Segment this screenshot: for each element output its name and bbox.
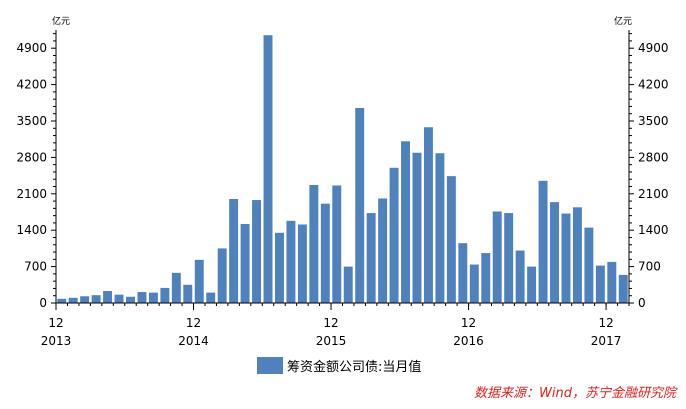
bar [401,141,410,303]
bar [607,261,617,303]
right-tick-label: 4900 [638,41,669,55]
x-tick-month: 12 [186,316,201,330]
bar [206,292,216,303]
x-tick-year: 2016 [453,334,484,348]
bar [618,274,628,303]
bar [320,203,330,303]
bar [343,266,353,303]
bar [286,220,296,303]
x-tick-month: 12 [598,316,613,330]
bar [68,297,78,303]
legend: 筹资金额公司债:当月值 [257,357,421,375]
bar [240,223,250,303]
left-tick-label: 3500 [16,114,47,128]
bar [389,167,399,303]
bar [469,264,479,303]
bar [194,259,204,303]
bar [160,287,170,303]
bar [252,200,262,303]
bar [561,213,571,303]
right-tick-label: 3500 [638,114,669,128]
left-tick-label: 4900 [16,41,47,55]
x-tick-month: 12 [48,316,63,330]
right-tick-label: 4200 [638,78,669,92]
bar [595,265,605,303]
left-tick-label: 700 [24,260,47,274]
bar [504,213,514,303]
bar [446,176,456,303]
bar [355,108,365,303]
bar [378,198,388,303]
bar [137,292,147,303]
bar [515,250,525,303]
legend-label: 筹资金额公司债:当月值 [287,359,421,375]
bar [57,298,67,303]
bar [183,284,193,303]
x-tick-year: 2015 [316,334,347,348]
right-tick-label: 700 [638,260,661,274]
x-tick-year: 2014 [178,334,209,348]
right-tick-label: 0 [638,296,646,310]
bar [584,227,594,303]
x-tick-year: 2013 [41,334,72,348]
x-tick-year: 2017 [591,334,622,348]
left-unit-label: 亿元 [52,15,70,27]
left-tick-label: 2800 [16,150,47,164]
left-tick-label: 1400 [16,223,47,237]
bar [332,185,342,303]
right-tick-label: 2800 [638,150,669,164]
bar [229,199,239,303]
bar [412,152,422,303]
right-tick-label: 2100 [638,187,669,201]
bar [309,184,319,303]
bar [263,35,273,303]
bar [148,292,158,303]
bar [91,295,101,303]
bar [492,211,502,303]
x-tick-month: 12 [323,316,338,330]
bar [297,224,307,303]
source-note: 数据来源：Wind，苏宁金融研究院 [474,386,676,401]
bar [366,213,376,303]
bar [126,296,135,303]
legend-swatch [257,357,283,374]
bar [481,253,491,303]
bar [103,291,113,303]
left-tick-label: 2100 [16,187,47,201]
bar [550,202,559,303]
plot-area: 0 0 700 700 1400 1400 2100 2100 2800 2800 3500 3500… [16,30,669,348]
bar [217,248,227,303]
bar [114,294,124,303]
right-tick-label: 1400 [638,223,669,237]
left-tick-label: 4200 [16,78,47,92]
bar [572,207,582,303]
bar [275,232,284,303]
bar [458,243,468,303]
x-tick-month: 12 [461,316,476,330]
bar [538,180,548,303]
bar [423,127,433,304]
bar [80,296,90,303]
bar [171,272,181,303]
left-tick-label: 0 [39,296,47,310]
bar [435,153,445,303]
right-unit-label: 亿元 [614,15,632,27]
bar [527,266,537,303]
